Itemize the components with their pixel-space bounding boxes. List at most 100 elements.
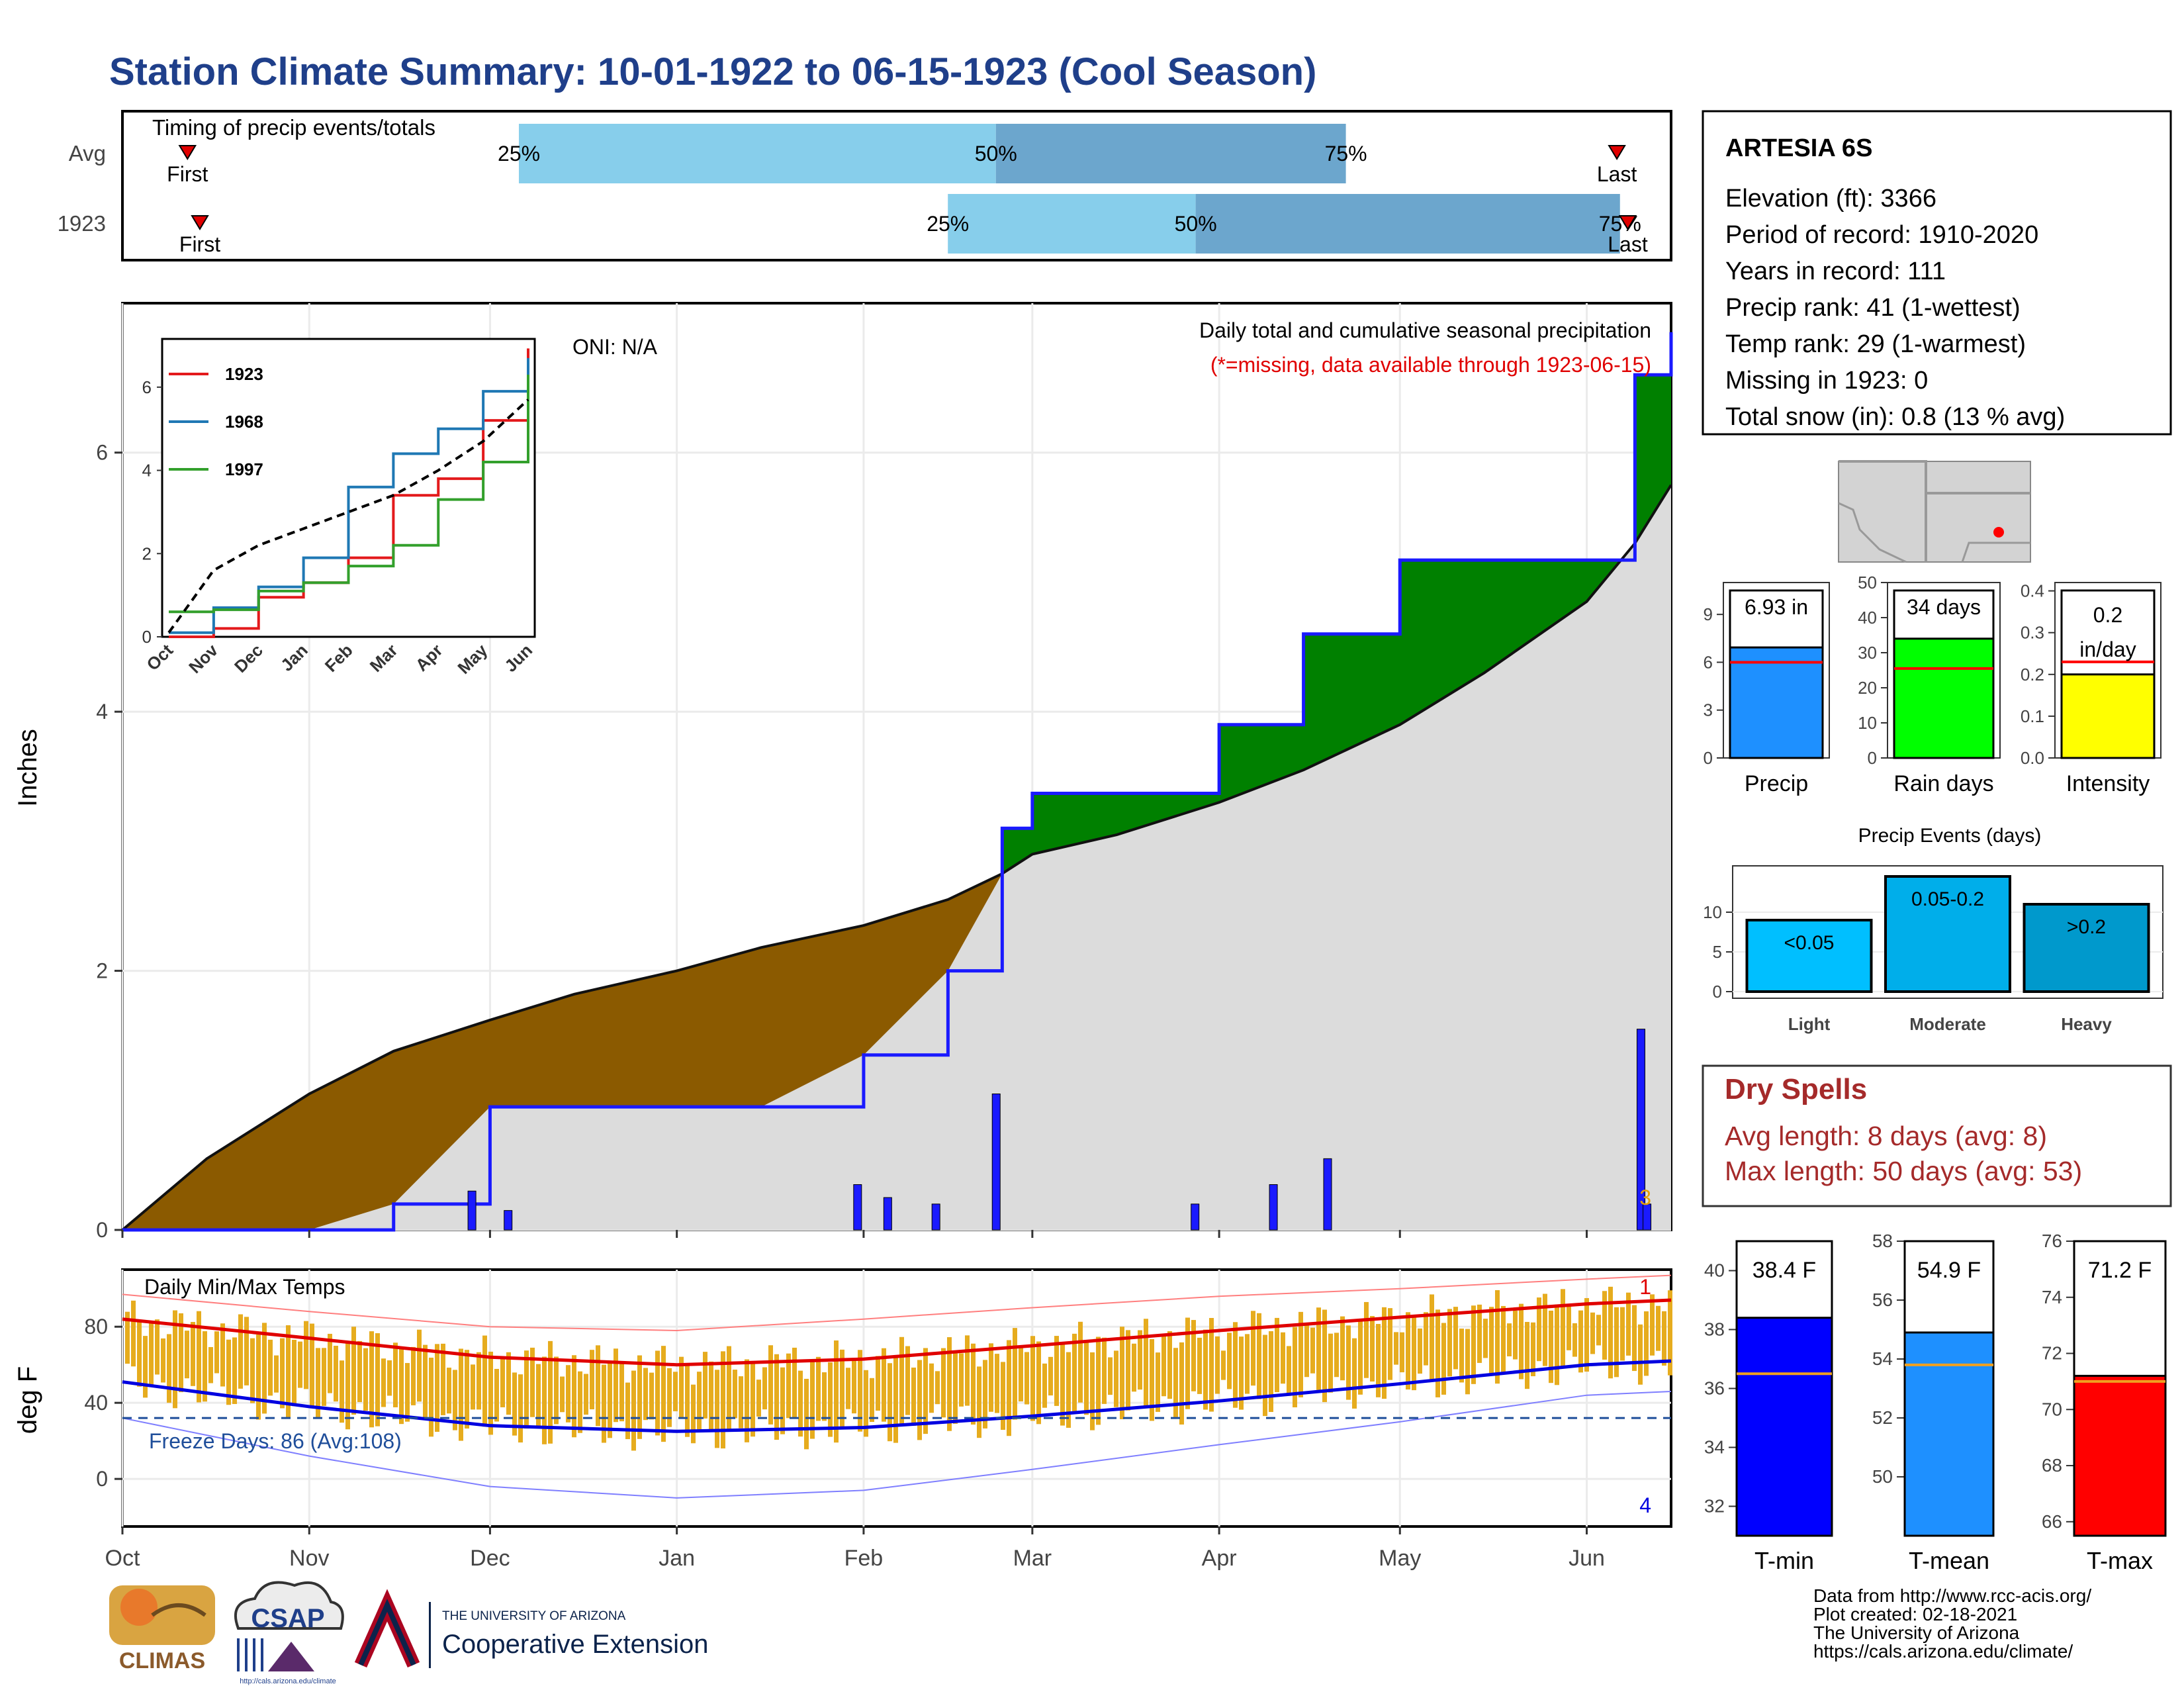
daily-temp-range-bar	[1394, 1332, 1398, 1365]
daily-precip-bar	[1191, 1203, 1200, 1231]
daily-temp-range-bar	[1126, 1330, 1130, 1411]
cumulative-avg-line	[121, 484, 1672, 1231]
daily-temp-range-bar	[465, 1350, 469, 1429]
daily-temp-range-bar	[482, 1335, 487, 1427]
daily-precip-bar	[1643, 1203, 1652, 1231]
daily-temp-range-bar	[1412, 1315, 1416, 1391]
daily-temp-range-bar	[929, 1363, 934, 1413]
daily-temp-range-bar	[1191, 1320, 1196, 1391]
daily-temp-range-bar	[1376, 1324, 1381, 1397]
inset-y-tick-label: 4	[142, 461, 152, 481]
daily-temp-range-bar	[864, 1370, 868, 1437]
daily-temp-range-bar	[453, 1370, 457, 1430]
daily-temp-range-bar	[155, 1319, 159, 1375]
mini-chart-tick-label: 30	[1858, 643, 1877, 663]
daily-temp-range-bar	[328, 1333, 332, 1393]
daily-temp-range-bar	[1024, 1352, 1029, 1405]
dry-spells-box: Dry Spells Avg length: 8 days (avg: 8) M…	[1702, 1064, 2172, 1207]
daily-temp-range-bar	[357, 1340, 362, 1403]
daily-temp-range-bar	[1406, 1312, 1410, 1390]
daily-temp-range-bar	[262, 1323, 267, 1414]
station-info-line: Elevation (ft): 3366	[1725, 185, 1936, 212]
daily-temp-range-bar	[560, 1376, 565, 1413]
daily-temp-range-bar	[649, 1372, 654, 1420]
daily-temp-range-bar	[447, 1368, 451, 1414]
daily-temp-range-bar	[250, 1338, 255, 1403]
temp-summary-bar	[1903, 1331, 1995, 1537]
daily-temp-range-bar	[1549, 1310, 1553, 1383]
station-info-line: Total snow (in): 0.8 (13 % avg)	[1725, 403, 2065, 431]
daily-temp-range-bar	[173, 1310, 177, 1409]
precip-y-axis-title: Inches	[13, 729, 42, 807]
daily-temp-range-bar	[1275, 1317, 1279, 1393]
daily-temp-range-bar	[887, 1363, 892, 1442]
daily-temp-range-bar	[1620, 1307, 1625, 1361]
daily-temp-range-bar	[959, 1353, 964, 1407]
daily-temp-range-bar	[923, 1348, 928, 1434]
events-tick-label: 0	[1713, 982, 1722, 1002]
daily-temp-range-bar	[1513, 1310, 1518, 1360]
daily-temp-range-bar	[971, 1343, 976, 1425]
daily-precip-bar	[931, 1203, 940, 1231]
daily-temp-range-bar	[125, 1311, 130, 1364]
temp-summary-value: 54.9 F	[1917, 1258, 1981, 1283]
daily-temp-range-bar	[1084, 1341, 1089, 1415]
daily-precip-bar	[504, 1210, 513, 1231]
mini-chart-label: Intensity	[2066, 771, 2150, 796]
daily-temp-range-bar	[1471, 1305, 1476, 1384]
mini-chart-tick-label: 50	[1858, 573, 1877, 592]
inset-series-line	[169, 375, 529, 614]
daily-temp-range-bar	[1239, 1336, 1244, 1410]
daily-temp-range-bar	[1590, 1312, 1595, 1354]
month-label: Nov	[289, 1546, 329, 1571]
daily-temp-range-bar	[1519, 1303, 1524, 1380]
daily-temp-range-bar	[1364, 1301, 1369, 1378]
daily-temp-range-bar	[1477, 1304, 1482, 1363]
daily-temp-range-bar	[232, 1337, 237, 1404]
daily-temp-range-bar	[709, 1361, 713, 1430]
events-category: Moderate	[1909, 1014, 1986, 1034]
mini-chart-bar	[1729, 646, 1824, 759]
daily-temp-range-bar	[983, 1360, 987, 1429]
daily-temp-range-bar	[721, 1351, 725, 1449]
mini-chart-label: Rain days	[1893, 771, 1993, 796]
station-info-box: ARTESIA 6S Elevation (ft): 3366 Period of…	[1702, 110, 2172, 436]
daily-temp-range-bar	[1287, 1346, 1291, 1396]
daily-temp-range-bar	[1078, 1321, 1083, 1403]
daily-temp-range-bar	[941, 1348, 946, 1418]
daily-temp-range-bar	[488, 1351, 493, 1435]
temp-summary-tick-label: 54	[1872, 1348, 1893, 1369]
daily-precip-bar	[1269, 1184, 1278, 1231]
events-bar-label: 0.05-0.2	[1911, 888, 1984, 910]
daily-temp-range-bar	[1156, 1352, 1160, 1412]
daily-temp-range-bar	[727, 1346, 731, 1430]
station-info-line: Temp rank: 29 (1-warmest)	[1725, 330, 2026, 358]
daily-temp-range-bar	[405, 1363, 410, 1422]
daily-temp-range-bar	[1161, 1336, 1166, 1397]
daily-temp-range-bar	[1638, 1324, 1643, 1385]
daily-temp-range-bar	[1227, 1333, 1232, 1389]
daily-temp-range-bar	[1543, 1293, 1547, 1366]
events-bar-label: >0.2	[2067, 916, 2106, 938]
csap-logo: CSAP http://cals.arizona.edu/climate	[234, 1581, 344, 1685]
daily-temp-range-bar	[1096, 1336, 1101, 1425]
daily-temp-range-bar	[143, 1336, 148, 1398]
events-tick-label: 5	[1713, 942, 1722, 962]
daily-temp-range-bar	[786, 1353, 791, 1419]
mini-chart-tick-label: 0	[1704, 748, 1713, 768]
daily-temp-range-bar	[298, 1341, 302, 1388]
daily-temp-range-bar	[1042, 1363, 1047, 1408]
daily-temp-range-bar	[137, 1321, 142, 1387]
temp-summary-value: 38.4 F	[1752, 1258, 1816, 1283]
daily-temp-range-bar	[1019, 1346, 1023, 1402]
daily-temp-range-bar	[989, 1343, 993, 1412]
timing-bar-q3	[1195, 194, 1620, 254]
daily-temp-range-bar	[1537, 1297, 1541, 1362]
daily-precip-bar	[1636, 1029, 1645, 1231]
missing-note: (*=missing, data available through 1923-…	[1210, 353, 1651, 377]
daily-temp-range-bar	[917, 1360, 922, 1440]
daily-temp-range-bar	[417, 1329, 422, 1402]
daily-temp-range-bar	[625, 1382, 630, 1440]
